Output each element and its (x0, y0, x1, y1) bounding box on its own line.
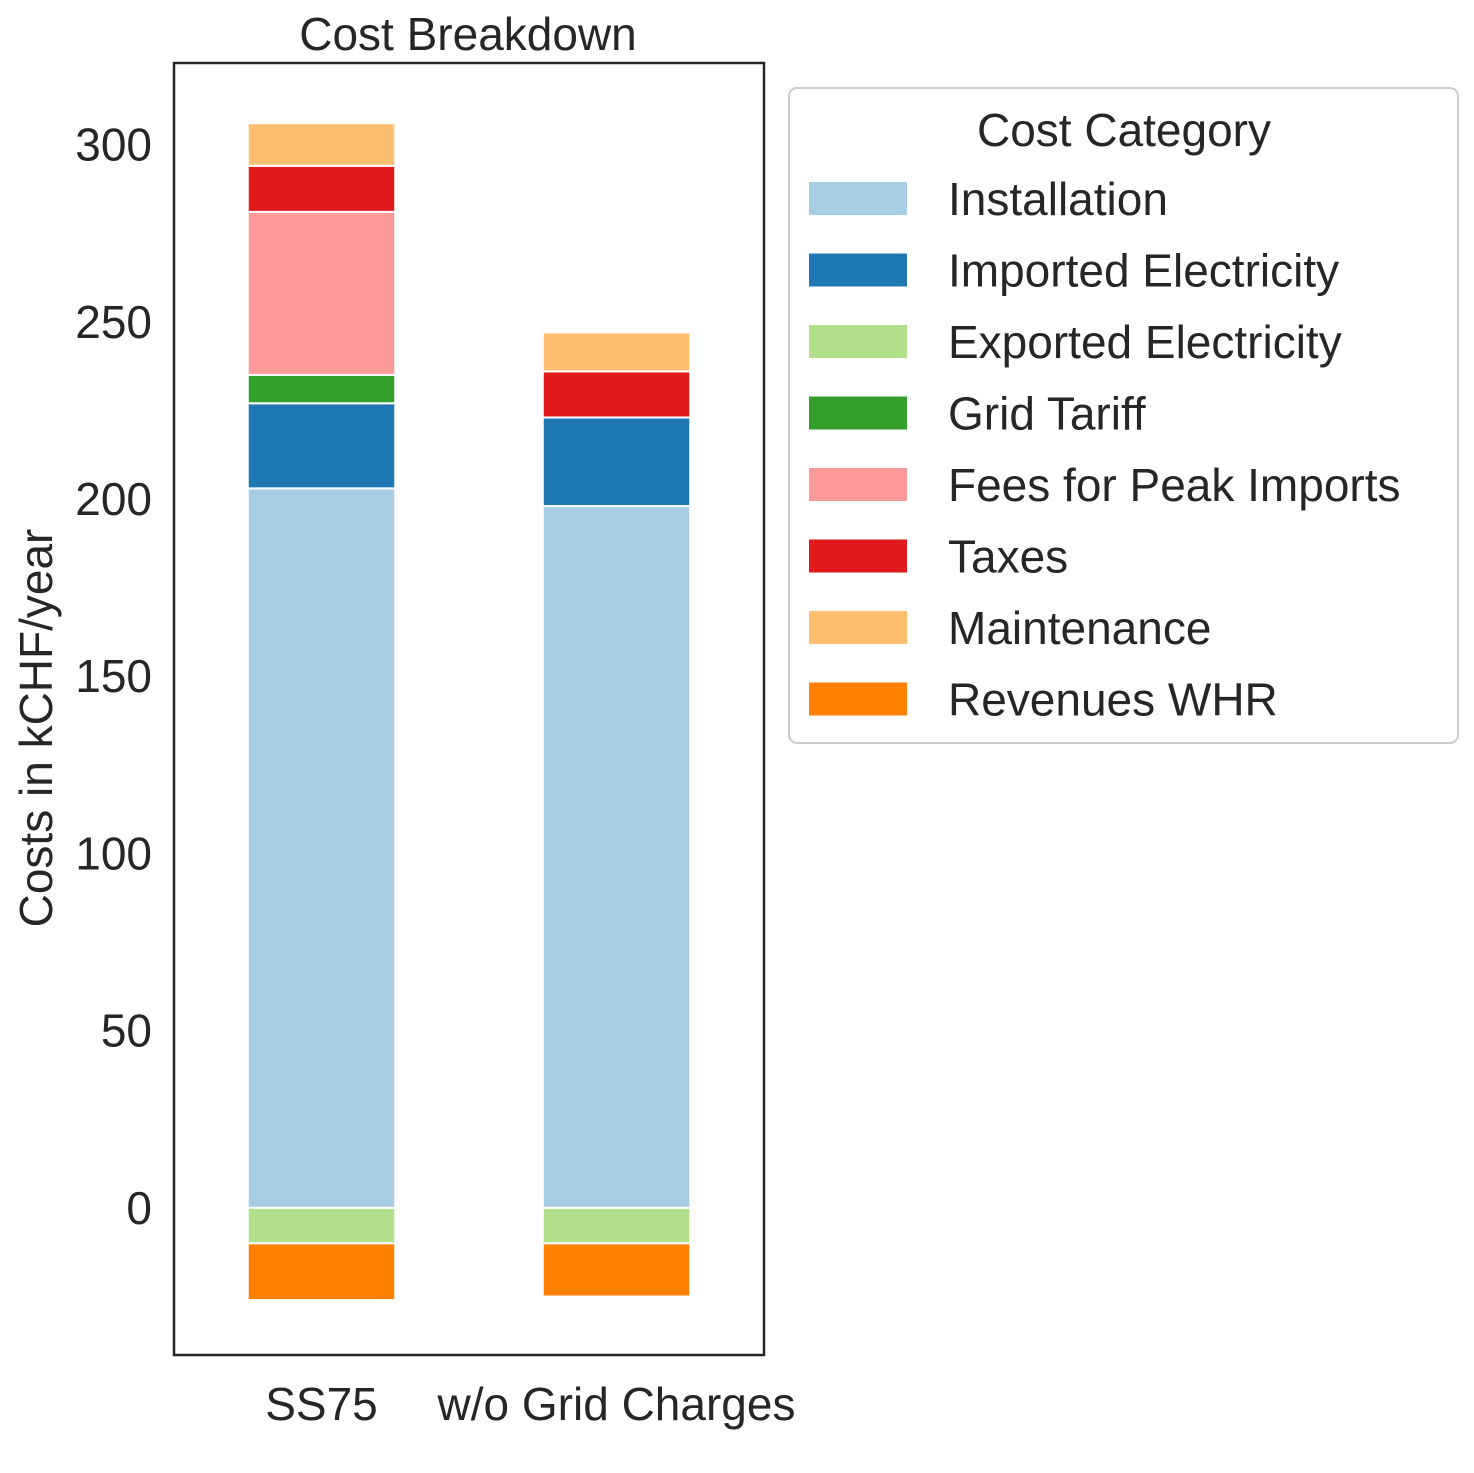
legend-swatch-imported-electricity (809, 253, 907, 287)
legend-swatch-exported-electricity (809, 325, 907, 358)
legend-label-maintenance: Maintenance (948, 602, 1211, 654)
legend-label-taxes: Taxes (948, 531, 1068, 583)
legend-frame (788, 87, 1459, 744)
legend-label-imported-electricity: Imported Electricity (948, 245, 1339, 297)
chart-title: Cost Breakdown (299, 8, 637, 60)
x-tick-label: SS75 (265, 1378, 378, 1430)
y-tick-label: 50 (101, 1005, 152, 1057)
bar-ss75-maintenance (246, 122, 397, 167)
bar-w-o-grid-charges-taxes (541, 370, 692, 419)
bar-w-o-grid-charges-revenues-whr (541, 1242, 692, 1298)
y-tick-label: 150 (75, 650, 152, 702)
bar-w-o-grid-charges-imported-electricity (541, 416, 692, 508)
y-axis-label: Costs in kCHF/year (10, 529, 62, 928)
x-axis-ticks: SS75 w/o Grid Charges (265, 1378, 795, 1430)
bar-ss75-grid-tariff (246, 373, 397, 405)
bar-w-o-grid-charges-exported-electricity (541, 1206, 692, 1245)
legend-swatch-maintenance (809, 611, 907, 644)
legend-swatch-taxes (809, 539, 907, 573)
bar-ss75-revenues-whr (246, 1242, 397, 1302)
legend-swatch-installation (809, 182, 907, 215)
bar-w-o-grid-charges-installation (541, 505, 692, 1209)
legend-items: Installation Imported Electricity Exported… (809, 173, 1401, 726)
legend-label-installation: Installation (948, 173, 1168, 225)
y-tick-label: 300 (75, 119, 152, 171)
legend-label-revenues-whr: Revenues WHR (948, 674, 1278, 726)
y-tick-label: 100 (75, 827, 152, 879)
bar-ss75-installation (246, 487, 397, 1209)
bar-w-o-grid-charges-maintenance (541, 331, 692, 373)
y-tick-label: 200 (75, 473, 152, 525)
bar-ss75-fees-for-peak-imports (246, 210, 397, 376)
y-axis-ticks: 0 50 100 150 200 250 300 (75, 119, 152, 1234)
plot-frame (172, 61, 766, 1357)
legend-swatch-fees-for-peak-imports (809, 468, 907, 501)
bar-ss75-imported-electricity (246, 402, 397, 490)
bar-ss75-taxes (246, 164, 397, 213)
legend-label-grid-tariff: Grid Tariff (948, 388, 1146, 440)
bar-ss75-exported-electricity (246, 1206, 397, 1245)
legend: Cost Category Installation Imported Elect… (788, 87, 1459, 744)
y-tick-label: 0 (126, 1182, 152, 1234)
y-tick-label: 250 (75, 296, 152, 348)
x-tick-label: w/o Grid Charges (437, 1378, 796, 1430)
legend-label-exported-electricity: Exported Electricity (948, 316, 1342, 368)
legend-swatch-revenues-whr (809, 682, 907, 716)
legend-label-fees-for-peak-imports: Fees for Peak Imports (948, 459, 1401, 511)
bars-layer (246, 122, 692, 1302)
legend-swatch-grid-tariff (809, 396, 907, 430)
legend-title: Cost Category (977, 104, 1271, 156)
